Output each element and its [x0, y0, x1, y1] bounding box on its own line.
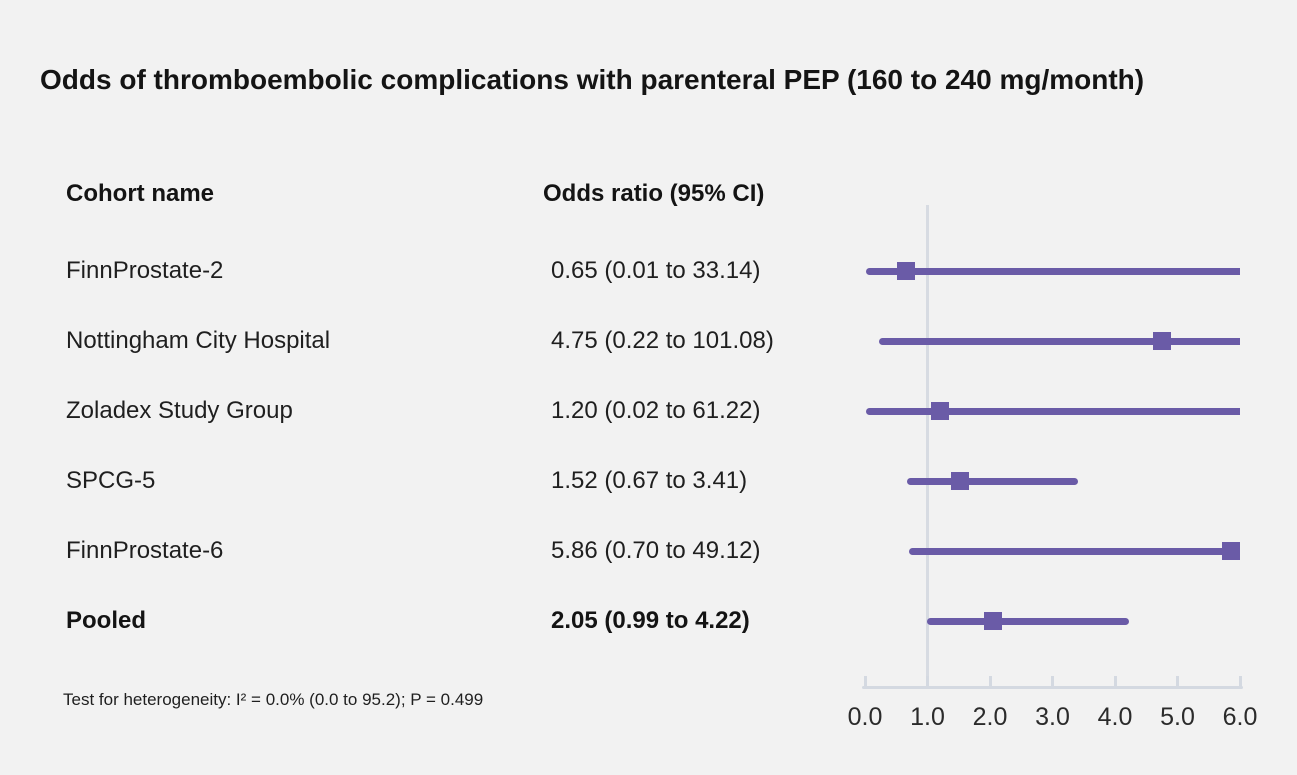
page-title: Odds of thromboembolic complications wit…: [40, 64, 1145, 95]
x-axis-tick: [988, 676, 992, 687]
or-value: 1.52 (0.67 to 3.41): [551, 467, 748, 494]
point-marker: [984, 612, 1003, 630]
x-axis-tick-label: 5.0: [1160, 703, 1195, 731]
or-value: 4.75 (0.22 to 101.08): [551, 327, 774, 354]
x-axis-tick-label: 1.0: [910, 703, 945, 731]
reference-line: [926, 205, 929, 688]
or-value: 5.86 (0.70 to 49.12): [551, 537, 761, 564]
x-axis-tick: [1238, 676, 1242, 687]
heterogeneity-footnote: Test for heterogeneity: I² = 0.0% (0.0 t…: [63, 690, 484, 709]
or-value: 0.65 (0.01 to 33.14): [551, 257, 761, 284]
point-marker: [1152, 332, 1171, 350]
cohort-label: Pooled: [66, 607, 147, 634]
cohort-label: FinnProstate-2: [66, 257, 224, 284]
x-axis-tick-label: 0.0: [847, 703, 883, 731]
point-marker: [1222, 542, 1241, 560]
point-marker: [951, 472, 969, 490]
x-axis-tick: [1176, 676, 1179, 687]
x-axis-tick-label: 2.0: [972, 703, 1008, 731]
column-header-odds-ratio: Odds ratio (95% CI): [543, 180, 765, 207]
x-axis-tick: [1051, 676, 1054, 687]
x-axis-tick-label: 4.0: [1097, 703, 1133, 731]
or-value: 2.05 (0.99 to 4.22): [551, 607, 750, 634]
point-marker: [931, 402, 949, 420]
ci-line: [906, 477, 1079, 485]
cohort-label: Nottingham City Hospital: [66, 327, 331, 354]
cohort-label: Zoladex Study Group: [66, 397, 293, 424]
x-axis-tick-label: 3.0: [1035, 703, 1070, 731]
point-marker: [896, 262, 915, 280]
x-axis-line: [862, 686, 1243, 689]
ci-line: [865, 267, 1240, 275]
cohort-label: FinnProstate-6: [66, 537, 224, 564]
x-axis-tick: [1113, 676, 1117, 687]
x-axis-tick: [863, 676, 867, 687]
x-axis-tick: [926, 676, 929, 687]
x-axis-tick-label: 6.0: [1222, 703, 1258, 731]
ci-line: [878, 337, 1240, 345]
ci-line: [908, 547, 1240, 555]
column-header-cohort: Cohort name: [66, 180, 215, 207]
cohort-label: SPCG-5: [66, 467, 156, 494]
or-value: 1.20 (0.02 to 61.22): [551, 397, 761, 424]
ci-line: [926, 617, 1129, 625]
ci-line: [866, 407, 1240, 415]
